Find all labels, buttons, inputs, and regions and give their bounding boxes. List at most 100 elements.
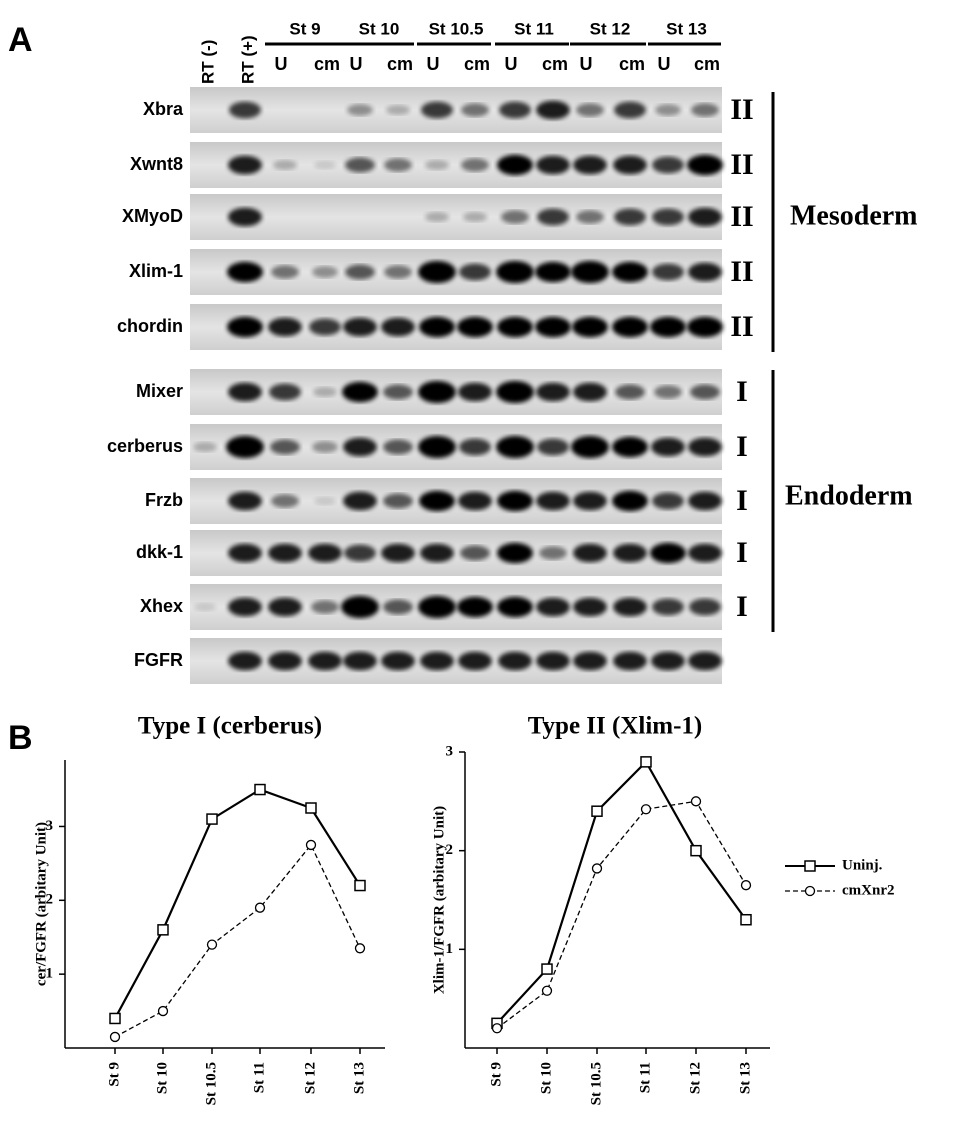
band [229,101,261,119]
band [536,651,570,671]
lane-label: RT (+) [238,35,257,84]
band [613,543,647,563]
band [228,651,262,671]
band [613,155,647,175]
band [228,597,262,617]
band [651,437,685,457]
gene-label: chordin [117,316,183,336]
band [343,491,377,511]
band [687,154,723,176]
type-label: I [736,375,748,408]
band [270,439,300,455]
sublane-label: U [427,54,440,74]
band [576,210,604,224]
band [193,442,217,452]
band [309,318,341,336]
band [420,543,454,563]
band [499,101,531,119]
sublane-label: U [580,54,593,74]
band [498,651,532,671]
gene-label: XMyoD [122,206,183,226]
y-tick-label: 3 [46,818,54,834]
band [573,155,607,175]
marker [157,924,169,936]
x-tick-label: St 13 [351,1062,367,1094]
band [688,491,722,511]
band [418,595,456,619]
series-line [496,760,747,1025]
band [571,260,609,284]
marker [354,879,366,892]
sublane-label: cm [542,54,568,74]
band [612,436,648,458]
y-axis-label: Xlim-1/FGFR (arbitary Unit) [431,806,447,994]
band [384,158,412,172]
marker [491,1023,503,1034]
band [655,104,681,116]
stage-label: St 12 [590,19,631,38]
band [690,384,720,400]
gene-label: dkk-1 [136,542,183,562]
band [497,154,533,176]
band [341,595,379,619]
band [536,491,570,511]
lane-label: RT (-) [198,40,217,84]
band [345,157,375,173]
type-label: I [736,536,748,569]
band [573,597,607,617]
stage-label: St 9 [289,19,320,38]
type-label: I [736,484,748,517]
band [458,651,492,671]
band [539,546,567,560]
band [496,260,534,284]
gene-label: Xhex [140,596,183,616]
band [419,490,455,512]
band [273,160,297,170]
type-label: II [730,200,753,233]
type-label: I [736,430,748,463]
band [314,497,336,505]
band [613,597,647,617]
marker [254,783,266,796]
sublane-label: U [658,54,671,74]
band [228,543,262,563]
marker [541,985,553,996]
band [615,384,645,400]
band [227,261,263,283]
band [419,316,455,338]
band [269,383,301,401]
panel-label: A [8,21,33,59]
group-label: Endoderm [785,480,913,511]
sublane-label: cm [314,54,340,74]
marker [740,880,752,891]
band [613,651,647,671]
marker [690,844,702,857]
type-label: II [730,310,753,343]
legend-marker [804,860,816,872]
band [535,261,571,283]
band [418,260,456,284]
marker [157,1005,169,1017]
band [347,104,373,116]
band [228,207,262,227]
band [688,651,722,671]
x-tick-label: St 12 [302,1062,318,1094]
band [650,542,686,564]
y-tick-label: 2 [446,842,454,858]
legend-marker [804,885,816,897]
band [425,212,449,222]
band [612,316,648,338]
band [311,600,339,614]
x-tick-label: St 11 [637,1062,653,1093]
gene-label: FGFR [134,650,183,670]
x-tick-label: St 10 [154,1062,170,1094]
band [386,105,410,115]
band [312,441,338,453]
sublane-label: U [275,54,288,74]
band [614,208,646,226]
band [536,597,570,617]
stage-label: St 10 [359,19,400,38]
type-label: II [730,255,753,288]
band [537,438,569,456]
band [345,264,375,280]
